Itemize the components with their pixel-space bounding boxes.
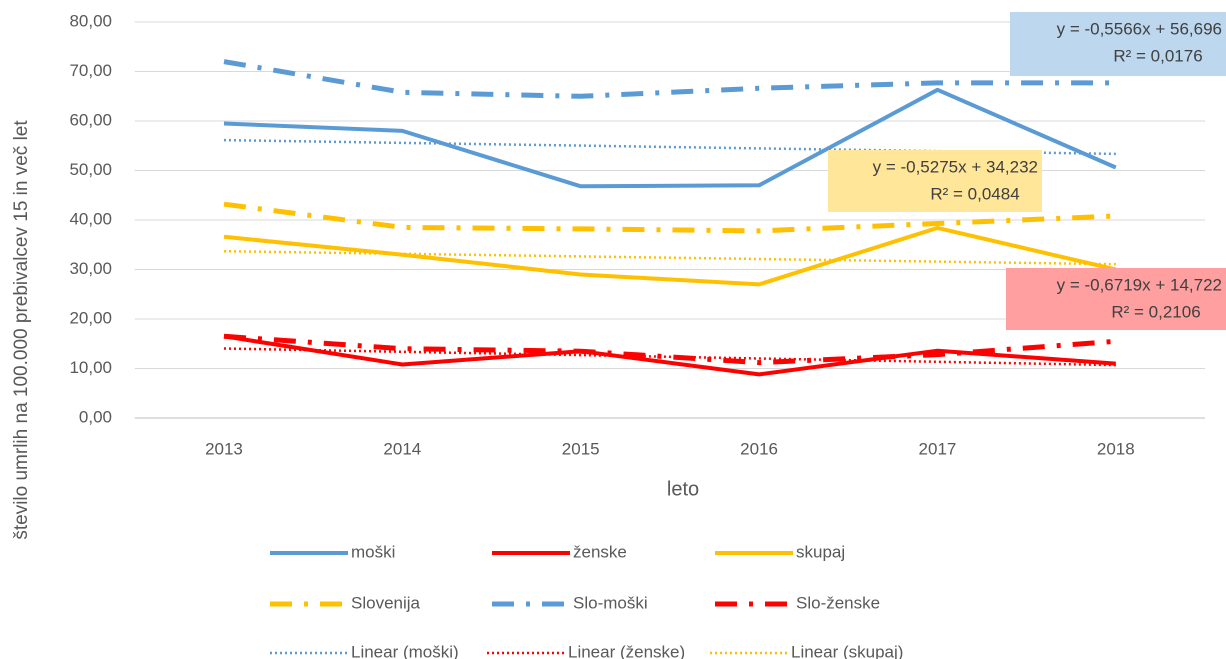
x-tick-label: 2013 (205, 439, 243, 458)
series-line (223, 87, 1117, 189)
y-tick-label: 50,00 (69, 160, 112, 179)
legend-label: Linear (moški) (351, 642, 459, 659)
y-tick-label: 30,00 (69, 259, 112, 278)
legend-label: Slovenija (351, 593, 421, 612)
y-tick-label: 0,00 (79, 407, 112, 426)
legend-label: Linear (ženske) (568, 642, 685, 659)
series-line (223, 138, 1116, 156)
legend-label: skupaj (796, 542, 845, 561)
legend-label: Linear (skupaj) (791, 642, 903, 659)
y-tick-label: 20,00 (69, 308, 112, 327)
x-tick-label: 2016 (740, 439, 778, 458)
x-axis-title: leto (667, 478, 699, 500)
x-tick-label: 2018 (1097, 439, 1135, 458)
series-line (223, 59, 1116, 99)
y-tick-label: 80,00 (69, 11, 112, 30)
series-line (223, 249, 1116, 266)
x-tick-label: 2014 (383, 439, 421, 458)
series-line (223, 225, 1117, 287)
series-line (223, 334, 1116, 377)
trend-r2: R² = 0,0484 (930, 184, 1019, 203)
legend-label: moški (351, 542, 395, 561)
y-tick-label: 40,00 (69, 209, 112, 228)
trend-r2: R² = 0,0176 (1113, 46, 1202, 65)
legend-label: Slo-moški (573, 593, 648, 612)
y-axis-title: število umrlih na 100.000 prebivalcev 15… (11, 120, 32, 540)
y-tick-label: 10,00 (69, 358, 112, 377)
trend-equation: y = -0,5566x + 56,696 (1057, 19, 1222, 38)
legend-label: Slo-ženske (796, 593, 880, 612)
series-line (223, 347, 1116, 367)
y-tick-label: 60,00 (69, 110, 112, 129)
trend-equation: y = -0,6719x + 14,722 (1057, 275, 1222, 294)
x-tick-label: 2017 (919, 439, 957, 458)
trend-equation: y = -0,5275x + 34,232 (873, 157, 1038, 176)
trend-box (828, 150, 1042, 212)
legend-label: ženske (573, 542, 627, 561)
trend-box (1010, 12, 1226, 76)
trend-box (1006, 268, 1226, 330)
trend-r2: R² = 0,2106 (1111, 302, 1200, 321)
y-tick-label: 70,00 (69, 61, 112, 80)
x-tick-label: 2015 (562, 439, 600, 458)
